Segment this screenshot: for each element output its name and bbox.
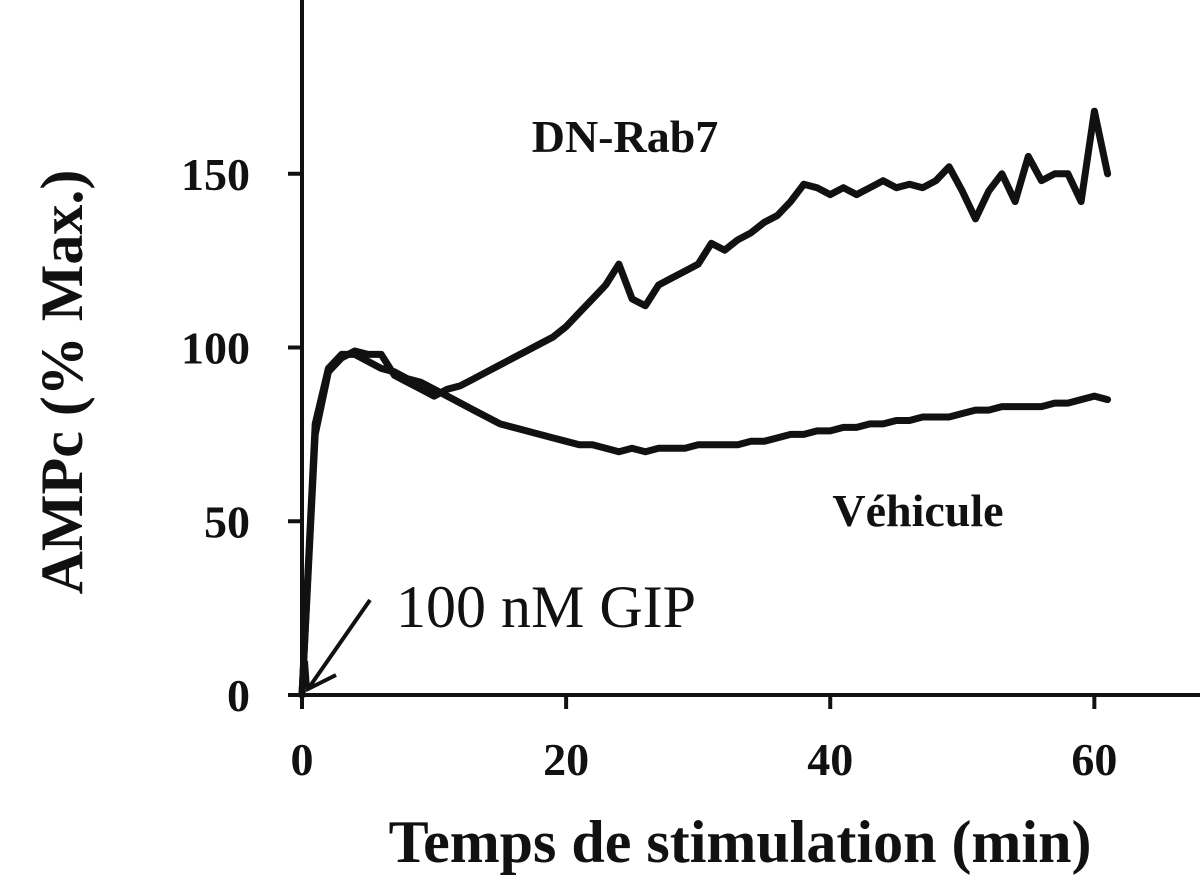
series-line-vehicule — [298, 350, 1112, 699]
x-tick-label-0: 0 — [291, 734, 314, 785]
ticks-layer: 0 20 40 60 0 50 100 150 — [181, 149, 1117, 785]
series-line-dn-rab7 — [298, 107, 1112, 699]
gip-annotation: 100 nM GIP — [304, 574, 696, 693]
annotation-arrow — [304, 598, 372, 693]
y-axis-title: AMPc (% Max.) — [29, 170, 95, 595]
y-tick-label-100: 100 — [181, 323, 250, 374]
annotation-text: 100 nM GIP — [396, 574, 696, 640]
y-tick-label-150: 150 — [181, 149, 250, 200]
x-axis-title: Temps de stimulation (min) — [389, 809, 1092, 875]
x-tick-label-60: 60 — [1071, 734, 1117, 785]
y-tick-label-50: 50 — [204, 496, 250, 547]
series-label-vehicule: Véhicule — [832, 485, 1003, 536]
x-tick-label-20: 20 — [543, 734, 589, 785]
x-tick-label-40: 40 — [807, 734, 853, 785]
series-layer — [298, 107, 1112, 699]
series-label-dn-rab7: DN-Rab7 — [532, 111, 719, 162]
y-tick-label-0: 0 — [227, 670, 250, 721]
